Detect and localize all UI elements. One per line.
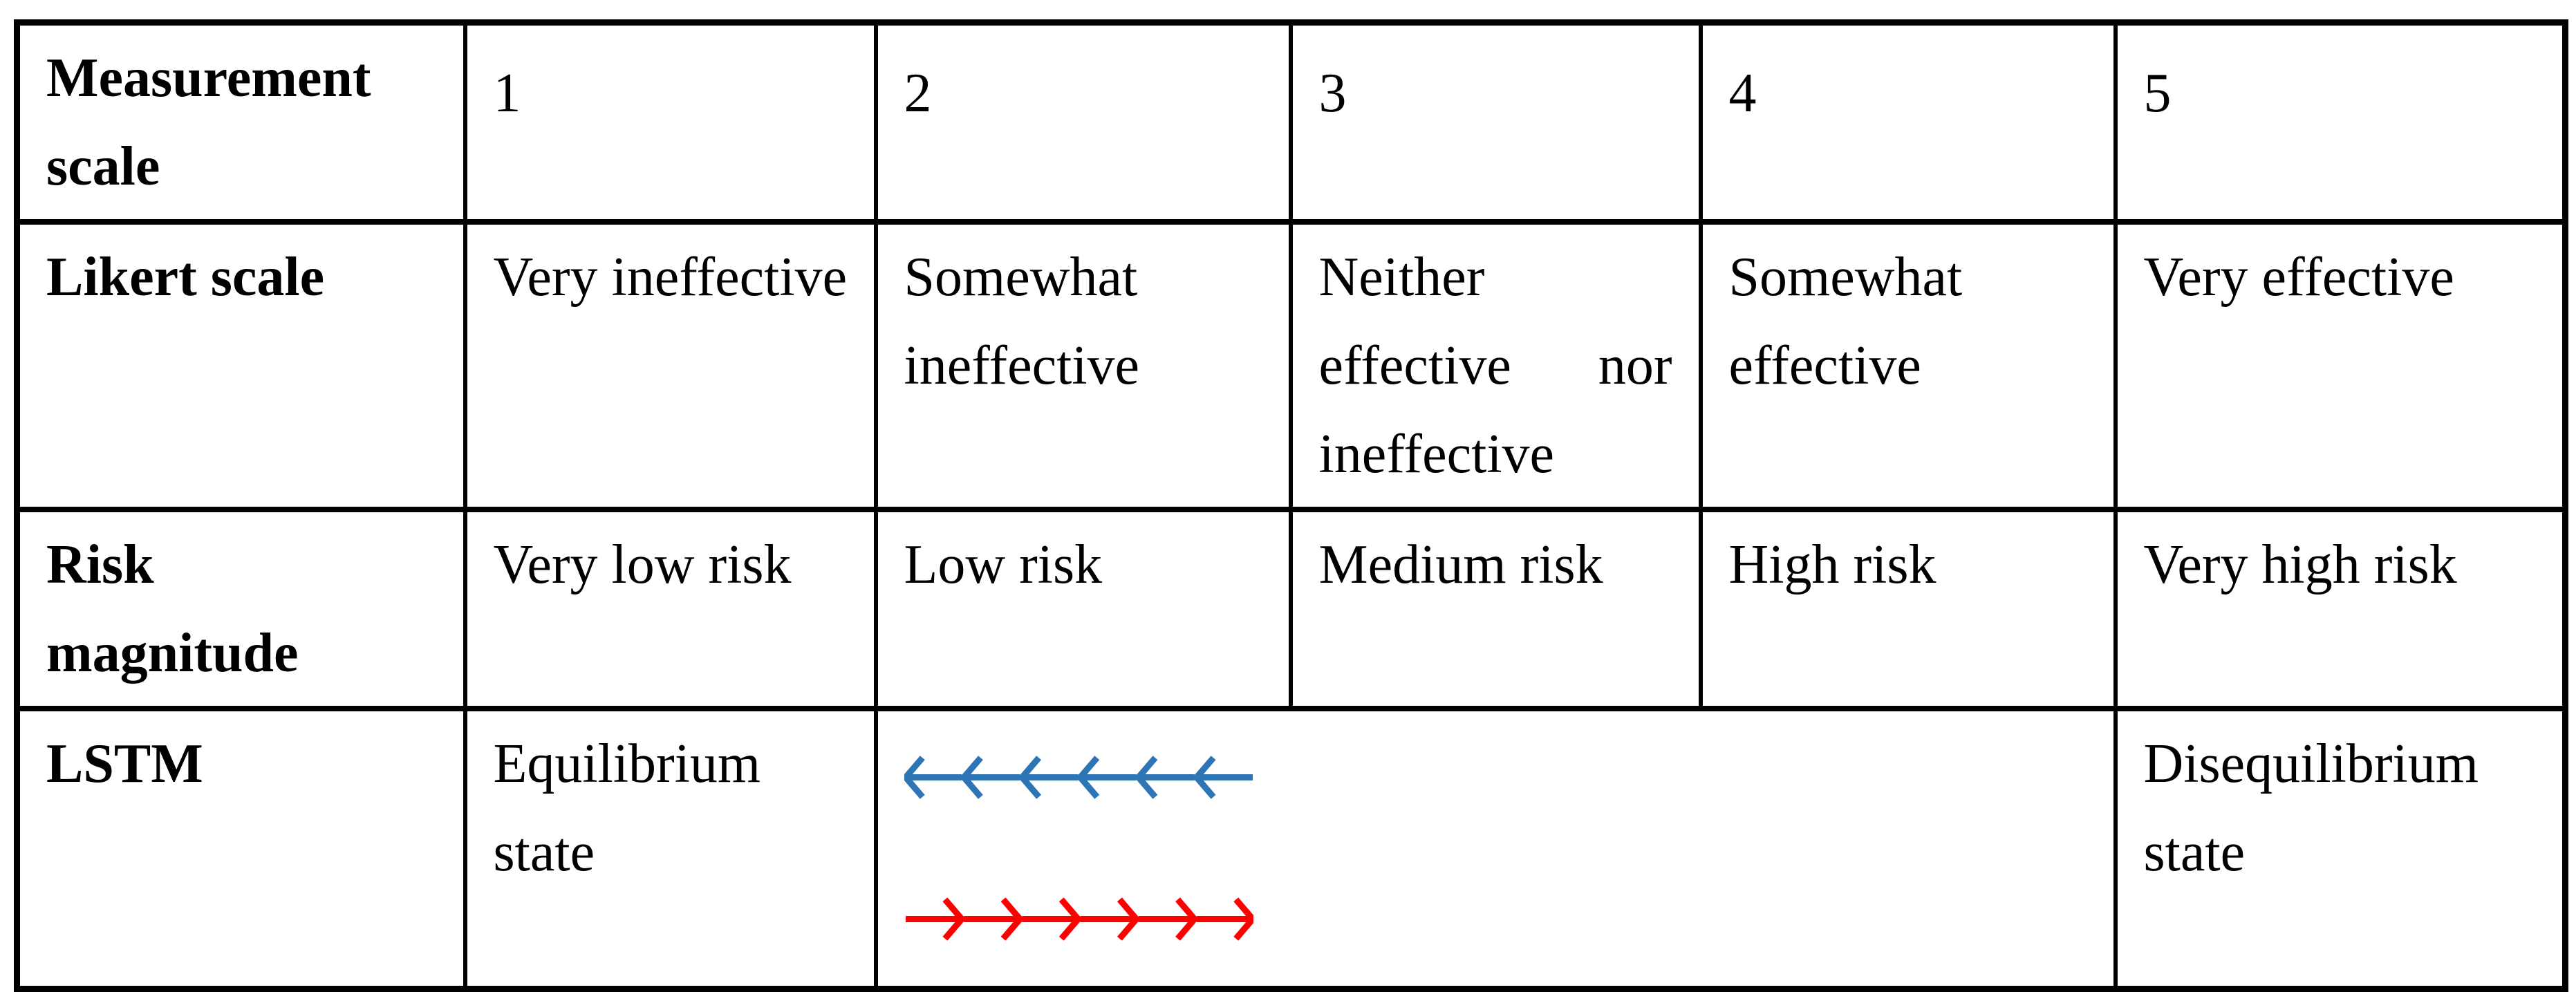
row-header-risk-magnitude: Risk magnitude (15, 507, 467, 711)
row-header-measurement-scale: Measurement scale (15, 19, 467, 225)
likert-cell-4: Somewhat effective (1698, 219, 2118, 512)
scale-point-3: 3 (1288, 19, 1703, 225)
scale-point-2: 2 (873, 19, 1293, 225)
likert-cell-2: Somewhat ineffective (873, 219, 1293, 512)
likert-cell-3: Neither effective nor ineffective (1288, 219, 1703, 512)
risk-cell-3: Medium risk (1288, 507, 1703, 711)
table-row-risk: Risk magnitude Very low risk Low risk Me… (15, 507, 2568, 711)
measurement-scale-table: Measurement scale 1 2 3 4 5 Likert scale… (14, 19, 2568, 992)
scale-point-4: 4 (1698, 19, 2118, 225)
table-row-lstm: LSTM Equilibrium state Disequilibrium st… (15, 706, 2568, 991)
lstm-disequilibrium-cell: Disequilibrium state (2113, 706, 2568, 991)
table-row-header: Measurement scale 1 2 3 4 5 (15, 19, 2568, 225)
risk-cell-4: High risk (1698, 507, 2118, 711)
scale-point-1: 1 (463, 19, 878, 225)
row-header-likert-scale: Likert scale (15, 219, 467, 512)
blue-left-arrows-icon (904, 756, 1253, 799)
risk-cell-2: Low risk (873, 507, 1293, 711)
likert-cell-1: Very ineffective (463, 219, 878, 512)
scale-point-5: 5 (2113, 19, 2568, 225)
likert-cell-5: Very effective (2113, 219, 2568, 512)
red-right-arrows-icon (905, 897, 1253, 941)
risk-cell-5: Very high risk (2113, 507, 2568, 711)
risk-cell-1: Very low risk (463, 507, 878, 711)
row-header-lstm: LSTM (15, 706, 467, 991)
lstm-arrows-cell (873, 706, 2118, 991)
lstm-equilibrium-cell: Equilibrium state (463, 706, 878, 991)
table-row-likert: Likert scale Very ineffective Somewhat i… (15, 219, 2568, 512)
